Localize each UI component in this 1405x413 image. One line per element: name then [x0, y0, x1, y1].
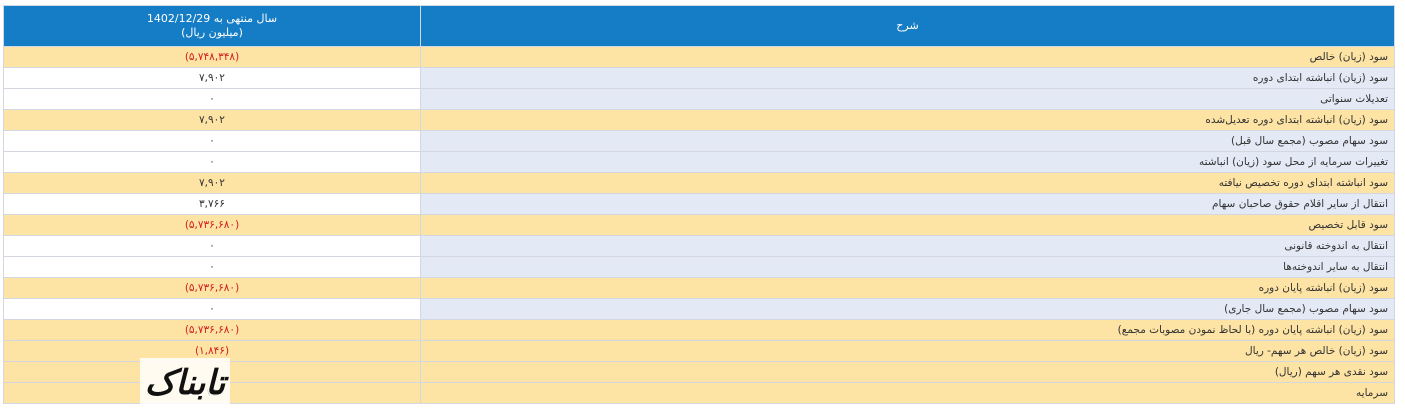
row-value: ۷,۹۰۲ — [3, 67, 421, 89]
row-value: ۰ — [3, 130, 421, 152]
table-row: سود (زیان) خالص هر سهم- ریال (۱,۸۴۶) — [3, 340, 1395, 362]
table-row: سود قابل تخصیص (۵,۷۳۶,۶۸۰) — [3, 214, 1395, 236]
table-row: تعدیلات سنواتی ۰ — [3, 88, 1395, 110]
row-label: انتقال به سایر اندوخته‌ها — [420, 256, 1395, 278]
row-label: سود (زیان) انباشته ابتدای دوره تعدیل‌شده — [420, 109, 1395, 131]
row-value: ۳,۷۶۶ — [3, 193, 421, 215]
table-row: سود (زیان) انباشته ابتدای دوره تعدیل‌شده… — [3, 109, 1395, 131]
row-label: سود (زیان) خالص هر سهم- ریال — [420, 340, 1395, 362]
row-value: ۰ — [3, 256, 421, 278]
table-row: سود (زیان) انباشته ابتدای دوره ۷,۹۰۲ — [3, 67, 1395, 89]
profit-table: شرح سال منتهی به 1402/12/29 (میلیون ریال)… — [3, 5, 1395, 404]
table-row: سرمایه۷۵ — [3, 382, 1395, 404]
table-row: سود سهام مصوب (مجمع سال قبل) ۰ — [3, 130, 1395, 152]
row-value: (۵,۷۳۶,۶۸۰) — [3, 319, 421, 341]
row-label: تعدیلات سنواتی — [420, 88, 1395, 110]
table-row: انتقال از سایر اقلام حقوق صاحبان سهام ۳,۷… — [3, 193, 1395, 215]
row-value: ۷,۹۰۲ — [3, 109, 421, 131]
row-label: سود (زیان) انباشته پایان دوره — [420, 277, 1395, 299]
table-row: انتقال به سایر اندوخته‌ها ۰ — [3, 256, 1395, 278]
row-label: سرمایه — [420, 382, 1395, 404]
table-row: سود (زیان) انباشته پایان دوره (۵,۷۳۶,۶۸۰) — [3, 277, 1395, 299]
label-header: شرح — [420, 5, 1395, 47]
row-label: سود (زیان) انباشته پایان دوره (با لحاظ ن… — [420, 319, 1395, 341]
table-row: سود انباشته ابتدای دوره تخصیص نیافته ۷,۹۰… — [3, 172, 1395, 194]
header-line: سال منتهی به 1402/12/29 — [146, 12, 278, 25]
row-label: سود قابل تخصیص — [420, 214, 1395, 236]
table-row: تغییرات سرمایه از محل سود (زیان) انباشته… — [3, 151, 1395, 173]
row-value: ۷,۹۰۲ — [3, 172, 421, 194]
watermark: تابناک — [140, 358, 230, 410]
row-label: انتقال از سایر اقلام حقوق صاحبان سهام — [420, 193, 1395, 215]
row-value: ۰ — [3, 151, 421, 173]
row-label: سود (زیان) انباشته ابتدای دوره — [420, 67, 1395, 89]
table-row: سود سهام مصوب (مجمع سال جاری) ۰ — [3, 298, 1395, 320]
row-label: تغییرات سرمایه از محل سود (زیان) انباشته — [420, 151, 1395, 173]
row-value: ۰ — [3, 88, 421, 110]
row-label: سود نقدی هر سهم (ریال) — [420, 361, 1395, 383]
row-value: ۰ — [3, 298, 421, 320]
table-row: سود (زیان) خالص (۵,۷۴۸,۳۴۸) — [3, 46, 1395, 68]
row-label: انتقال به اندوخته قانونی — [420, 235, 1395, 257]
value-header: سال منتهی به 1402/12/29 (میلیون ریال) — [3, 5, 421, 47]
row-label: سود انباشته ابتدای دوره تخصیص نیافته — [420, 172, 1395, 194]
row-value: (۱,۸۴۶) — [3, 340, 421, 362]
row-value: (۵,۷۳۶,۶۸۰) — [3, 277, 421, 299]
row-value: (۵,۷۳۶,۶۸۰) — [3, 214, 421, 236]
row-value: (۵,۷۴۸,۳۴۸) — [3, 46, 421, 68]
table-row: انتقال به اندوخته قانونی ۰ — [3, 235, 1395, 257]
row-value: ۰ — [3, 235, 421, 257]
row-label: سود سهام مصوب (مجمع سال جاری) — [420, 298, 1395, 320]
table-row: سود (زیان) انباشته پایان دوره (با لحاظ ن… — [3, 319, 1395, 341]
row-label: سود (زیان) خالص — [420, 46, 1395, 68]
header-line: (میلیون ریال) — [181, 26, 243, 39]
row-label: سود سهام مصوب (مجمع سال قبل) — [420, 130, 1395, 152]
